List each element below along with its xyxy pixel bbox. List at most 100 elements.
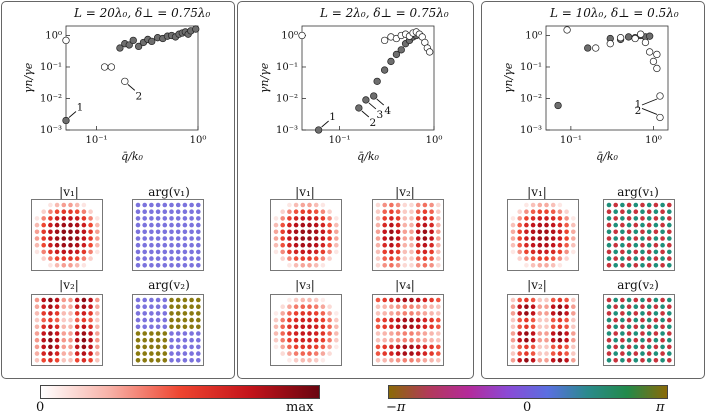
annotation-label: 1 (635, 98, 642, 110)
mode-dot (196, 229, 201, 235)
mode-dot (375, 229, 381, 235)
mode-dot (660, 304, 665, 309)
mode-dot (564, 337, 569, 343)
mode-dot (293, 242, 299, 248)
mode-dot (640, 222, 645, 228)
mode-dot (613, 263, 618, 268)
mode-dot (640, 337, 645, 343)
mode-dot (537, 324, 543, 330)
mode-dot (189, 324, 194, 330)
mode-dot (429, 331, 434, 336)
x-axis-label: q̄/k₀ (596, 150, 618, 163)
mode-magnitude-map (270, 294, 342, 366)
data-point-filled (125, 41, 133, 49)
mode-dot (313, 249, 319, 255)
mode-dot (320, 236, 326, 241)
mode-dot (68, 249, 73, 255)
mode-dot (287, 311, 292, 316)
mode-dot (300, 236, 306, 241)
mode-dot (189, 311, 194, 316)
mode-dot (182, 202, 188, 208)
mode-dot (327, 256, 332, 261)
mode-dot (633, 311, 639, 316)
mode-dot-grid (606, 297, 672, 363)
mode-dot (155, 242, 161, 248)
mode-dot (162, 236, 168, 241)
mode-dot (653, 324, 659, 330)
mode-dot (169, 263, 174, 268)
mode-dot (524, 249, 529, 255)
annotation-arrow (361, 110, 370, 118)
mode-dot (273, 324, 279, 330)
mode-dot (169, 317, 174, 323)
mode-dot (313, 331, 319, 336)
mode-dot (667, 256, 672, 261)
mode-dot (155, 324, 161, 330)
mode-dot (48, 311, 53, 316)
mode-dot (646, 351, 652, 356)
annotation-arrow (127, 84, 136, 91)
mode-dot (155, 249, 161, 255)
mode-dot (571, 304, 576, 309)
mode-dot (313, 256, 319, 261)
mode-dot (510, 311, 516, 316)
mode-dot (307, 344, 312, 350)
mode-dot (135, 222, 141, 228)
mode-dot (313, 351, 319, 356)
mode-dot (273, 317, 279, 323)
y-tick-label: 10⁻² (520, 93, 542, 104)
mode-dot (175, 358, 181, 363)
matrix-label: |v₃| (295, 278, 315, 292)
mode-dot (54, 317, 60, 323)
data-point-open (653, 64, 661, 73)
mode-dot (74, 229, 80, 235)
mode-dot (537, 216, 543, 221)
mode-dot (375, 324, 381, 330)
mode-dot-grid (375, 297, 441, 363)
mode-dot (382, 337, 387, 343)
mode-dot (54, 222, 60, 228)
mode-dot (667, 263, 672, 268)
mode-dot (300, 229, 306, 235)
mode-dot (389, 317, 394, 323)
mode-dot (653, 249, 659, 255)
mode-dot (422, 337, 428, 343)
mode-dot (667, 229, 672, 235)
mode-dot (564, 242, 569, 248)
mode-dot (633, 236, 639, 241)
mode-dot (395, 216, 401, 221)
mode-dot (61, 249, 67, 255)
mode-dot (640, 311, 645, 316)
mode-dot (564, 358, 569, 363)
mode-dot (320, 297, 326, 303)
mode-dot (327, 236, 332, 241)
mode-dot (571, 229, 576, 235)
mode-dot (287, 236, 292, 241)
mode-dot (287, 209, 292, 214)
mode-dot (155, 222, 161, 228)
mode-dot (162, 256, 168, 261)
mode-dot (606, 256, 612, 261)
mode-dot (280, 229, 285, 235)
mode-dot (571, 317, 576, 323)
mode-dot (313, 229, 319, 235)
mode-dot (74, 311, 80, 316)
mode-dot (41, 249, 46, 255)
mode-dot (280, 216, 285, 221)
mode-dot (155, 331, 161, 336)
mode-dot (613, 297, 618, 303)
mode-dot (510, 216, 516, 221)
data-point-open (107, 63, 116, 71)
mode-dot (667, 317, 672, 323)
mode-dot (620, 202, 625, 208)
mode-dot (142, 242, 147, 248)
mode-dot (409, 317, 414, 323)
mode-dot (653, 358, 659, 363)
mode-dot (142, 202, 147, 208)
mode-dot (524, 256, 529, 261)
mode-dot (626, 256, 632, 261)
mode-dot (409, 337, 414, 343)
mode-dot (606, 202, 612, 208)
mode-dot (273, 229, 279, 235)
mode-dot (409, 249, 414, 255)
